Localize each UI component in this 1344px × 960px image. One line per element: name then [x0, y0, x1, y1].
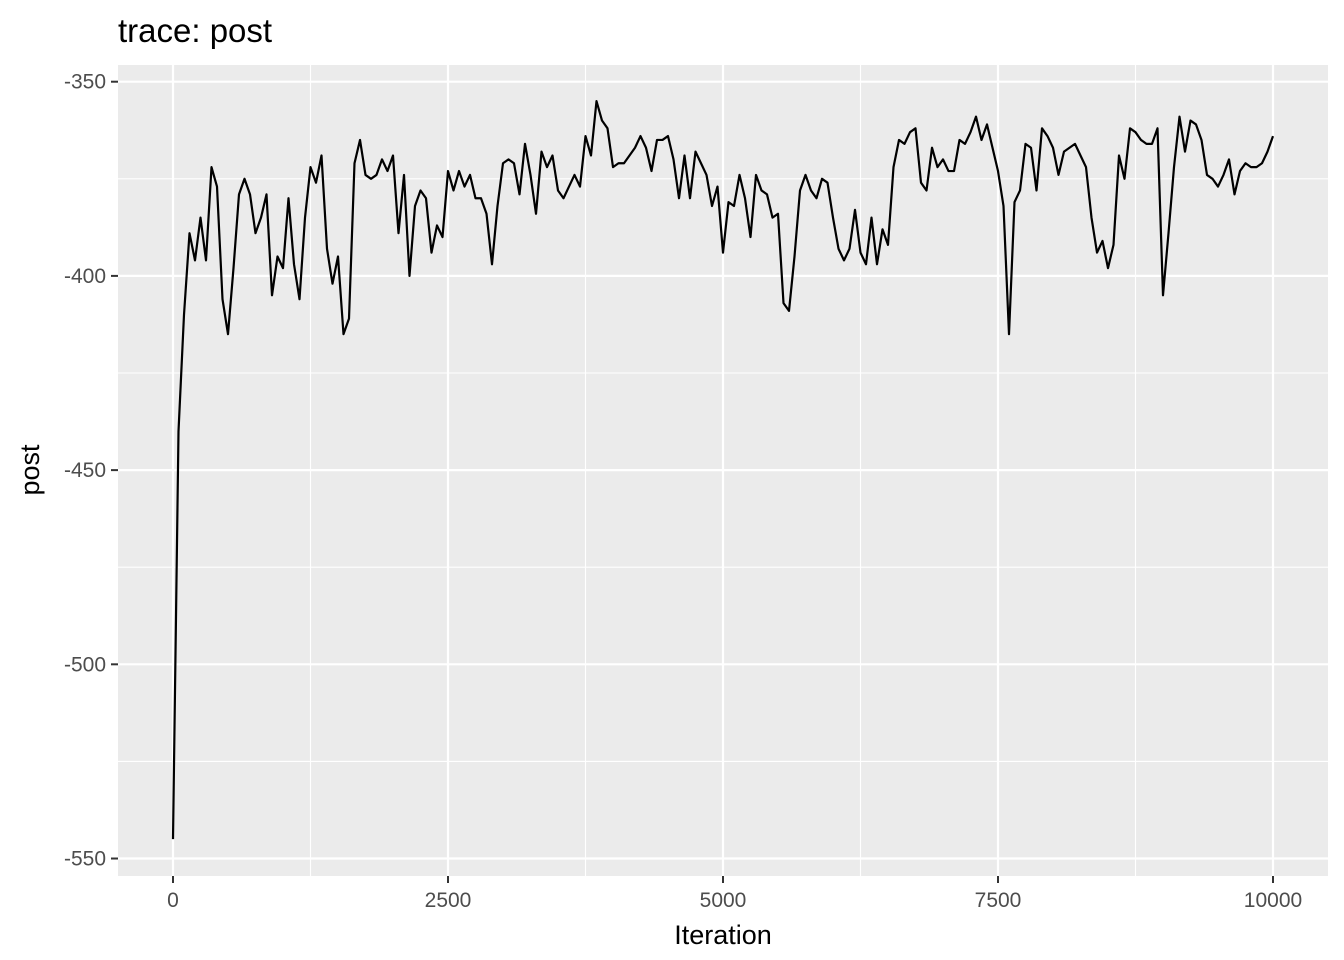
x-axis-ticks: 0 2500 5000 7500 10000 [167, 876, 1302, 912]
x-tick-label: 5000 [700, 889, 747, 912]
trace-line [171, 100, 1275, 840]
chart-title: trace: post [118, 12, 272, 49]
x-tick-label: 10000 [1244, 889, 1302, 912]
x-axis-title: Iteration [674, 920, 772, 950]
y-tick-label: -400 [64, 265, 106, 288]
y-tick-label: -450 [64, 459, 106, 482]
y-axis-title: post [15, 444, 45, 496]
y-tick-label: -350 [64, 71, 106, 94]
y-axis-ticks: -350 -400 -450 -500 -550 [64, 71, 118, 871]
y-tick-label: -550 [64, 848, 106, 871]
y-tick-label: -500 [64, 653, 106, 676]
x-tick-label: 2500 [425, 889, 472, 912]
grid-major [118, 65, 1328, 876]
x-tick-label: 0 [167, 889, 179, 912]
x-tick-label: 7500 [975, 889, 1022, 912]
